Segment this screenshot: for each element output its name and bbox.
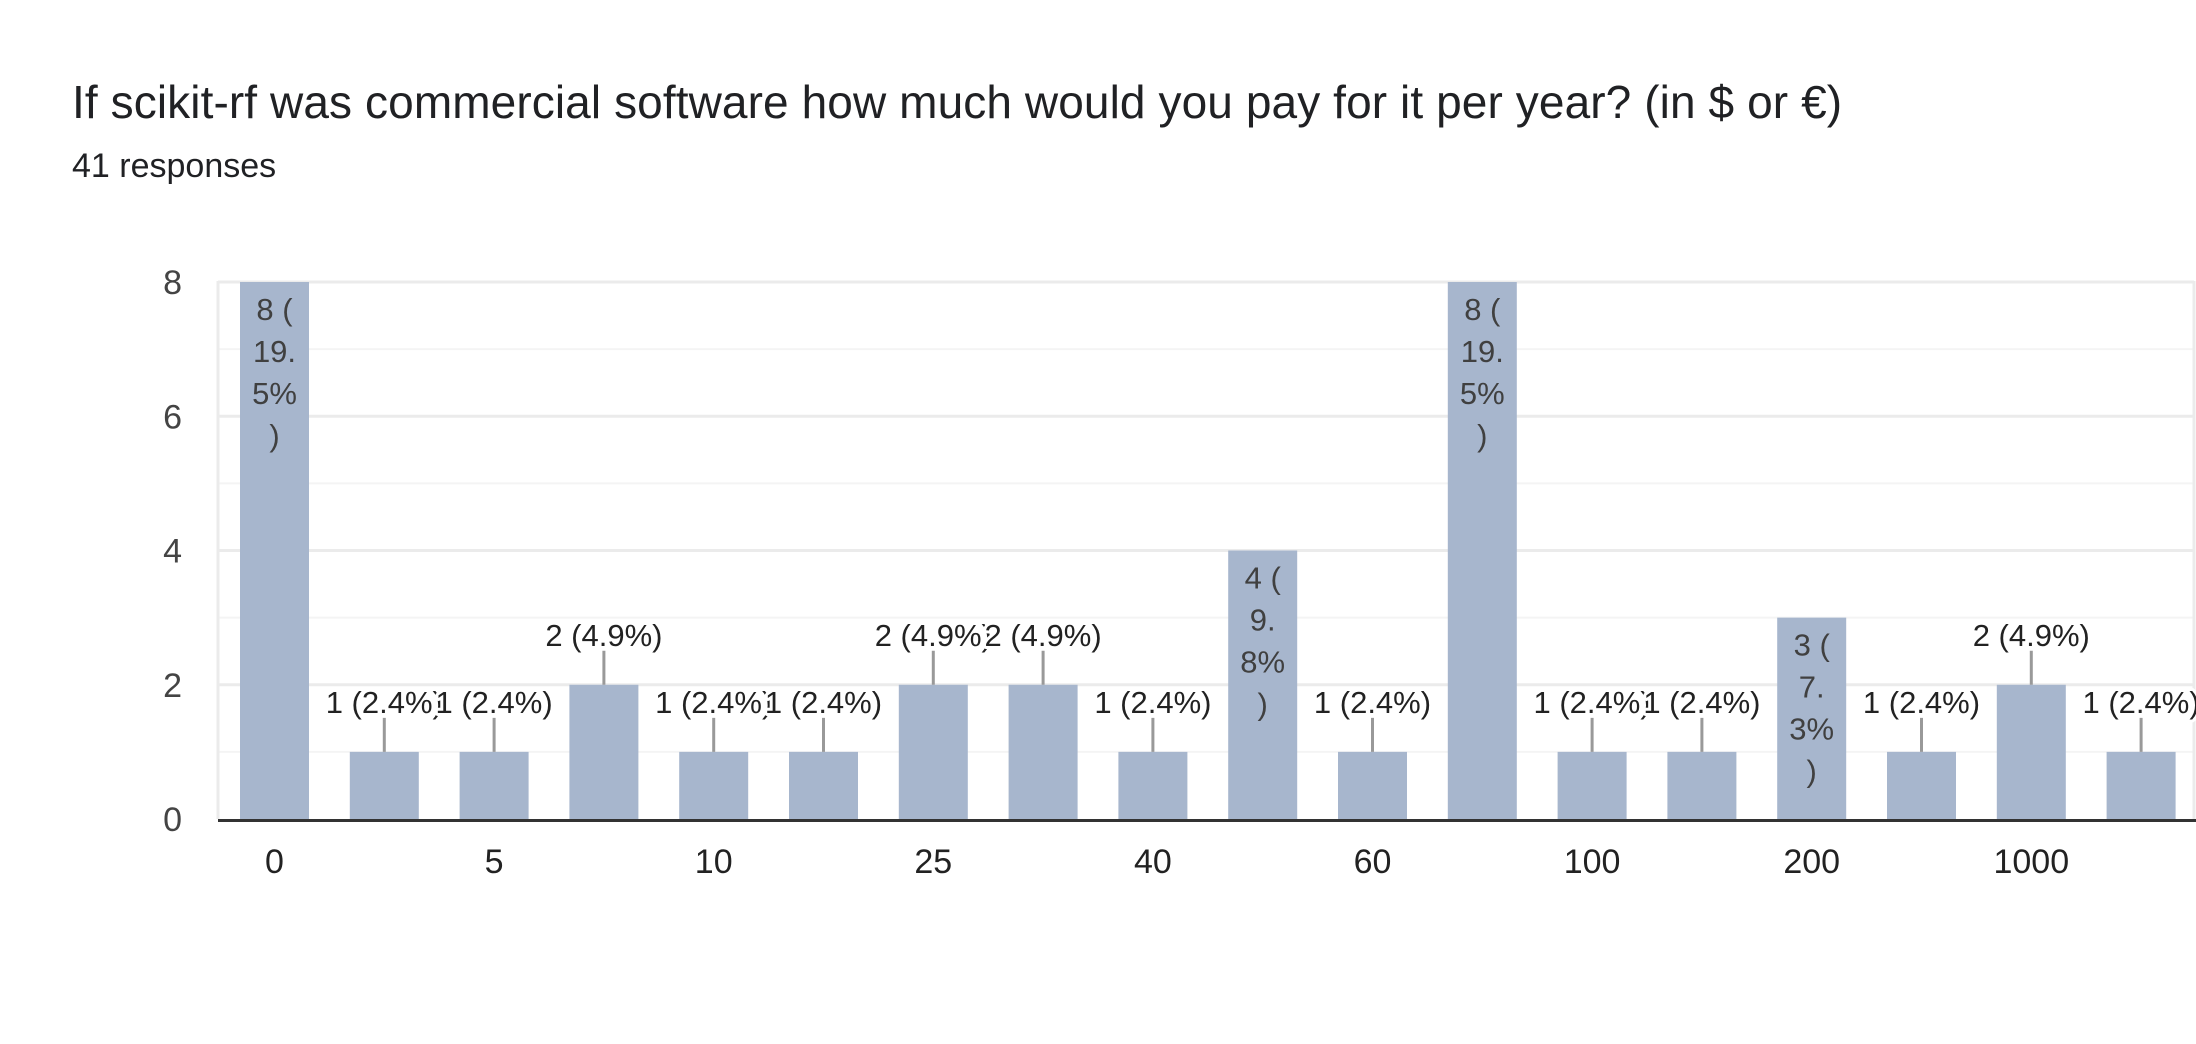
bar [1777, 617, 1847, 819]
x-tick-label: 40 [1134, 843, 1172, 881]
y-tick-label: 6 [163, 398, 182, 436]
bar [1887, 751, 1956, 819]
bar [1996, 684, 2066, 819]
bar [1008, 684, 1078, 819]
data-label: 8 ( [256, 292, 293, 327]
data-label: 8% [1240, 645, 1285, 680]
data-label: 1 (2.4%) [655, 685, 772, 720]
data-label: 19. [253, 334, 296, 369]
bar [1667, 751, 1737, 819]
bar [898, 684, 968, 819]
x-tick-label: 200 [1783, 843, 1840, 881]
data-label: 3% [1789, 712, 1834, 747]
data-label: 4 ( [1245, 561, 1282, 596]
y-tick-label: 0 [163, 801, 182, 839]
x-tick-label: 100 [1564, 843, 1621, 881]
x-tick-label: 1000 [1993, 843, 2069, 881]
data-label: 1 (2.4%) [1094, 685, 1211, 720]
data-label: 1 (2.4%) [1534, 685, 1651, 720]
data-label: ) [269, 418, 279, 453]
bar [1447, 282, 1517, 819]
bars [240, 282, 2176, 819]
data-label: 2 (4.9%) [545, 618, 662, 653]
data-label: 5% [252, 376, 297, 411]
data-label: 8 ( [1464, 292, 1501, 327]
data-label: 2 (4.9%) [1973, 618, 2090, 653]
x-tick-label: 10 [695, 843, 733, 881]
data-label: 1 (2.4%) [436, 685, 553, 720]
bar [679, 751, 749, 819]
label-leaders [382, 650, 2143, 752]
data-label: 1 (2.4%) [326, 685, 443, 720]
data-label: 5% [1460, 376, 1505, 411]
response-count: 41 responses [72, 147, 277, 185]
data-label: 9. [1250, 603, 1276, 638]
data-label: 1 (2.4%) [2083, 685, 2196, 720]
bar [569, 684, 639, 819]
x-tick-label: 25 [914, 843, 952, 881]
y-axis-ticks: 0 2 4 6 8 [163, 264, 182, 839]
y-tick-label: 4 [163, 533, 182, 571]
bar [349, 751, 419, 819]
bar [1118, 751, 1188, 819]
data-label: ) [1477, 418, 1487, 453]
data-label: 1 (2.4%) [1314, 685, 1431, 720]
data-label: ) [1258, 687, 1268, 722]
bar [2106, 751, 2176, 819]
y-tick-label: 8 [163, 264, 182, 302]
data-label: 19. [1461, 334, 1504, 369]
data-label: 1 (2.4%) [1863, 685, 1980, 720]
gridlines [216, 280, 2196, 819]
x-axis-ticks: 0 5 10 25 40 60 100 200 1000 [265, 843, 2069, 881]
x-tick-label: 5 [485, 843, 504, 881]
data-labels: 8 (19.5%)1 (2.4%)1 (2.4%)2 (4.9%)1 (2.4%… [252, 292, 2196, 789]
data-label: 2 (4.9%) [985, 618, 1102, 653]
data-label: 2 (4.9%) [875, 618, 992, 653]
x-tick-label: 60 [1354, 843, 1392, 881]
data-label: 3 ( [1794, 628, 1831, 663]
data-label: 7. [1799, 670, 1825, 705]
chart-title: If scikit-rf was commercial software how… [72, 76, 1843, 128]
bar [789, 751, 858, 819]
bar [459, 751, 529, 819]
bar [1228, 550, 1298, 819]
data-label: 1 (2.4%) [765, 685, 882, 720]
x-tick-label: 0 [265, 843, 284, 881]
y-tick-label: 2 [163, 667, 182, 705]
data-label: 1 (2.4%) [1643, 685, 1760, 720]
data-label: ) [1807, 754, 1817, 789]
bar [1338, 751, 1407, 819]
bar [1557, 751, 1627, 819]
bar [240, 282, 309, 819]
